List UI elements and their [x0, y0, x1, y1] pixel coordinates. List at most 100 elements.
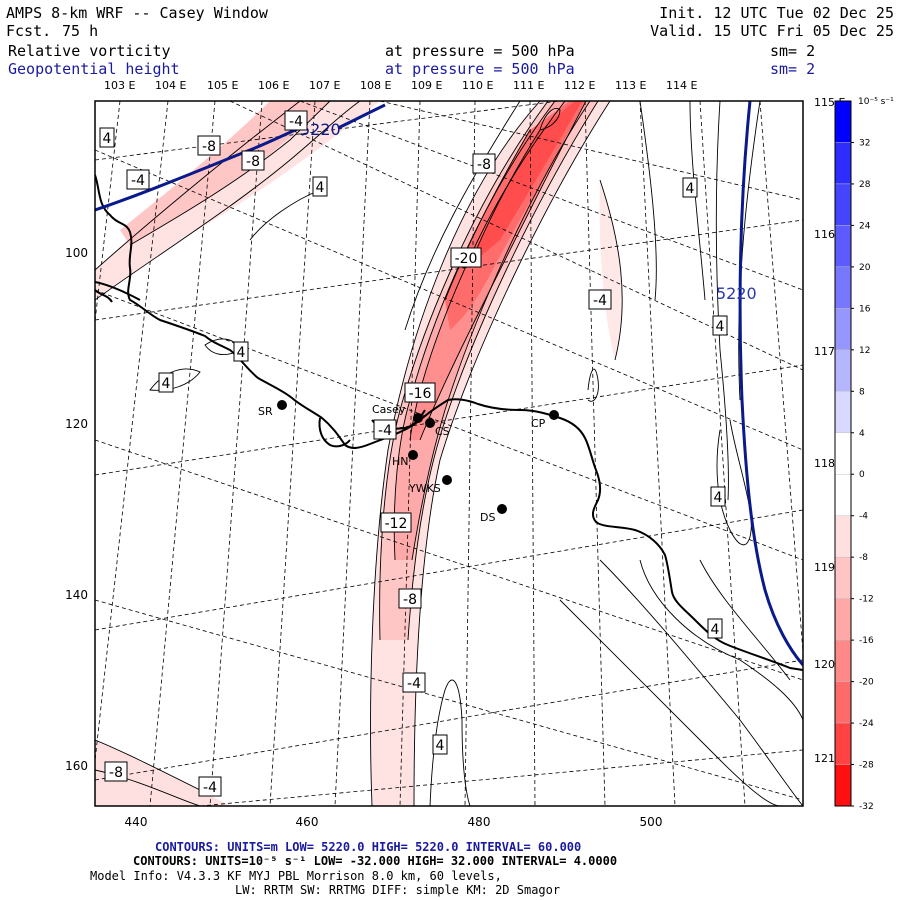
- colorbar-swatch: [834, 764, 852, 807]
- colorbar-label: 32: [859, 138, 870, 148]
- lon-label: 105 E: [207, 79, 238, 92]
- colorbar-label: -28: [859, 761, 874, 771]
- vorticity-shading: [95, 101, 623, 806]
- lon-label: 103 E: [104, 79, 135, 92]
- colorbar-swatch: [834, 515, 852, 558]
- lon-label: 110 E: [462, 79, 493, 92]
- vorticity-label-box: [99, 127, 115, 148]
- vorticity-label-box: [398, 588, 422, 609]
- vorticity-label-box: [402, 672, 426, 693]
- vorticity-label-box: [588, 289, 612, 310]
- lon-label: 104 E: [155, 79, 186, 92]
- pressure-height: at pressure = 500 hPa: [385, 60, 575, 78]
- vorticity-labels: 4 -4 -8 -8 -4 4 -8 -20 4 -4 4 4 4 -16 -4 4 -12 -8 4 -4 4 -8 -4: [99, 110, 728, 797]
- colorbar-frame: [834, 100, 852, 807]
- vorticity-label-box: [373, 419, 397, 440]
- station-dot-cp: [549, 410, 559, 420]
- vorticity-label: 4: [103, 131, 112, 147]
- vorticity-label: 4: [686, 181, 695, 197]
- vorticity-label: -8: [477, 157, 491, 173]
- colorbar-label: 24: [859, 221, 871, 231]
- colorbar-label: -12: [859, 595, 874, 605]
- vorticity-label-box: [284, 110, 308, 131]
- vorticity-label: 4: [237, 345, 246, 361]
- vorticity-label-box: [380, 512, 412, 533]
- y-axis-ticks: 100 120 140 160: [65, 246, 88, 773]
- colorbar-swatch: [834, 432, 852, 475]
- vorticity-label: -4: [593, 293, 607, 309]
- vorticity-label-box: [158, 372, 174, 393]
- vorticity-label: 4: [711, 622, 720, 638]
- colorbar-label: 16: [859, 304, 871, 314]
- colorbar: 32 28 24 20 16 12 8 4 0 -4 -8 -12 -16 -20 -24 -28 -32: [834, 100, 874, 812]
- x-tick-label: 500: [640, 815, 663, 829]
- vorticity-label-box: [104, 761, 128, 782]
- longitude-labels: 103 E 104 E 105 E 106 E 107 E 108 E 109 E 110 E…: [104, 79, 697, 92]
- colorbar-swatch: [834, 556, 852, 599]
- x-tick-label: 480: [468, 815, 491, 829]
- vorticity-label-box: [197, 135, 221, 156]
- vorticity-label: -16: [409, 386, 432, 402]
- vorticity-label: -4: [407, 676, 421, 692]
- pressure-vorticity: at pressure = 500 hPa: [385, 42, 575, 60]
- station-label-hn: HN: [392, 455, 409, 468]
- map-plot: [95, 101, 803, 806]
- lon-label: 109 E: [411, 79, 442, 92]
- lon-label: 106 E: [258, 79, 289, 92]
- colorbar-label: 8: [859, 387, 865, 397]
- vorticity-label: -4: [203, 780, 217, 796]
- vorticity-label: -4: [131, 173, 145, 189]
- forecast-label: Fcst.: [6, 22, 52, 40]
- vorticity-label-box: [241, 150, 265, 171]
- vorticity-label-box: [710, 486, 726, 507]
- colorbar-swatch: [834, 722, 852, 765]
- vorticity-label: -8: [109, 765, 123, 781]
- colorbar-label: -24: [859, 719, 874, 729]
- colorbar-swatch: [834, 183, 852, 226]
- x-axis-ticks: 440 460 480 500: [125, 815, 663, 829]
- colorbar-swatch: [834, 142, 852, 185]
- vorticity-label-box: [432, 734, 448, 755]
- station-dot-casey: [413, 413, 423, 423]
- station-dot-sr: [277, 400, 287, 410]
- colorbar-label: -4: [859, 512, 868, 522]
- vorticity-label: 4: [714, 490, 723, 506]
- footer-model-info: Model Info: V4.3.3 KF MYJ PBL Morrison 8…: [90, 869, 502, 883]
- colorbar-swatch: [834, 598, 852, 641]
- vorticity-label-box: [472, 153, 496, 174]
- height-label-5220-left: 5220: [300, 120, 341, 139]
- vorticity-label-box: [198, 776, 222, 797]
- smoothing-height: sm= 2: [770, 60, 816, 78]
- colorbar-swatch: [834, 308, 852, 351]
- station-label-ywks: YWKS: [408, 482, 441, 495]
- map-frame: [94, 100, 804, 807]
- vorticity-label: -8: [246, 154, 260, 170]
- vorticity-label-box: [707, 618, 723, 639]
- x-tick-label: 440: [125, 815, 148, 829]
- colorbar-label: 4: [859, 429, 865, 439]
- vorticity-label-box: [404, 382, 436, 403]
- colorbar-label: -20: [859, 678, 874, 688]
- footer-height-contours: CONTOURS: UNITS=m LOW= 5220.0 HIGH= 5220…: [155, 840, 582, 854]
- vorticity-label: -8: [202, 139, 216, 155]
- y-tick-label: 120: [65, 417, 88, 431]
- height-contours: [95, 101, 803, 666]
- station-dot-ywks: [442, 475, 452, 485]
- station-dot-cs: [425, 418, 435, 428]
- x-tick-label: 460: [296, 815, 319, 829]
- vorticity-label: -12: [385, 516, 408, 532]
- colorbar-swatch: [834, 474, 852, 516]
- colorbar-swatch: [834, 391, 852, 433]
- station-label-sr: SR: [258, 405, 273, 418]
- colorbar-label: 20: [859, 263, 871, 273]
- vorticity-label: 4: [716, 319, 725, 335]
- vorticity-label-box: [712, 315, 728, 336]
- station-label-ds: DS: [480, 511, 495, 524]
- lon-label: 112 E: [564, 79, 595, 92]
- init-time: Init. 12 UTC Tue 02 Dec 25: [659, 4, 894, 22]
- y-tick-label: 100: [65, 246, 88, 260]
- colorbar-swatch: [834, 266, 852, 309]
- lon-label: 107 E: [309, 79, 340, 92]
- vorticity-label: -20: [455, 251, 478, 267]
- lon-label: 108 E: [360, 79, 391, 92]
